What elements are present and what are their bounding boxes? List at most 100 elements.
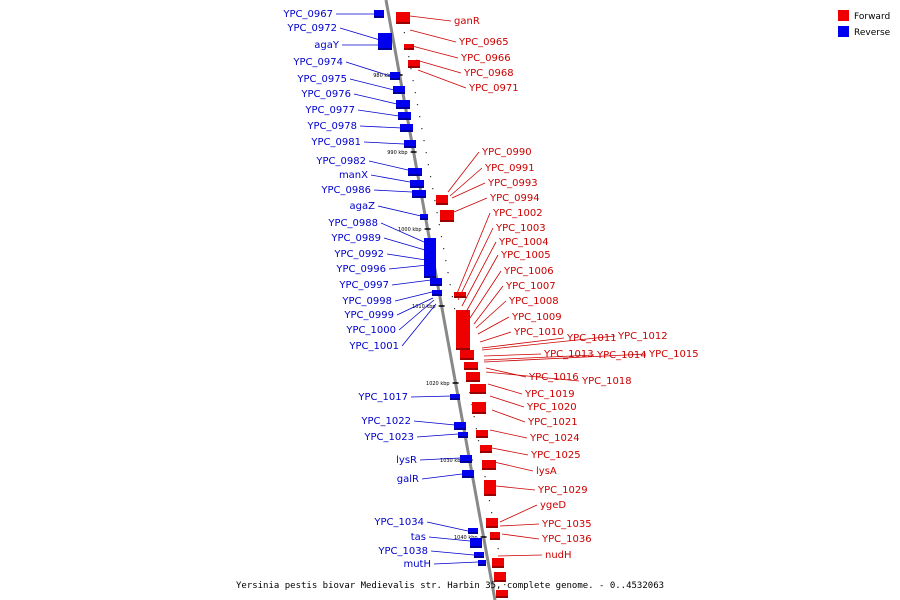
- gene-block-shadow: [492, 566, 504, 568]
- reverse-leader-line: [396, 297, 434, 316]
- legend-label: Forward: [854, 12, 890, 22]
- gene-block-shadow: [484, 494, 496, 496]
- forward-gene-label: YPC_1019: [524, 389, 575, 400]
- gene-block-shadow: [454, 296, 466, 298]
- gene-block-shadow: [496, 596, 508, 598]
- forward-leader-line: [499, 504, 538, 523]
- reverse-leader-line: [386, 253, 427, 261]
- reverse-leader-line: [380, 222, 425, 243]
- gene-block-shadow: [470, 546, 482, 548]
- forward-gene-label: YPC_1005: [500, 250, 551, 261]
- forward-gene-block: [464, 362, 478, 370]
- forward-gene-label: YPC_0991: [484, 163, 535, 174]
- axis-minor-tick: [451, 296, 453, 298]
- axis-minor-tick: [434, 200, 436, 202]
- forward-gene-block: [472, 402, 486, 414]
- forward-gene-label: YPC_1007: [505, 281, 556, 292]
- gene-block-shadow: [390, 78, 400, 80]
- axis-minor-tick: [443, 248, 445, 250]
- forward-gene-block: [486, 518, 498, 528]
- reverse-leader-line: [383, 237, 426, 251]
- reverse-gene-label: YPC_0981: [310, 137, 361, 148]
- reverse-gene-block: [408, 168, 422, 176]
- gene-block-shadow: [462, 476, 474, 478]
- forward-leader-line: [491, 409, 526, 423]
- reverse-leader-line: [428, 536, 471, 542]
- forward-gene-label: YPC_1010: [513, 327, 564, 338]
- gene-block-shadow: [450, 398, 460, 400]
- forward-leader-line: [499, 523, 540, 527]
- forward-gene-label: YPC_1002: [492, 208, 543, 219]
- forward-gene-block: [496, 590, 508, 598]
- reverse-gene-label: YPC_1034: [373, 517, 424, 528]
- forward-leader-line: [489, 429, 528, 439]
- reverse-gene-label: YPC_0977: [304, 105, 355, 116]
- forward-leader-line: [447, 151, 480, 193]
- forward-leader-line: [415, 59, 462, 74]
- forward-gene-label: YPC_1016: [528, 372, 579, 383]
- gene-block-shadow: [404, 146, 416, 148]
- forward-gene-label: YPC_1013: [543, 349, 594, 360]
- reverse-leader-line: [433, 561, 479, 565]
- reverse-leader-line: [394, 291, 433, 302]
- gene-block-shadow: [478, 564, 486, 566]
- reverse-gene-label: YPC_1017: [357, 392, 408, 403]
- forward-gene-label: YPC_1008: [508, 296, 559, 307]
- axis-minor-tick: [412, 80, 414, 82]
- reverse-gene-block: [378, 33, 392, 50]
- forward-leader-line: [409, 15, 452, 22]
- forward-leader-line: [453, 197, 488, 213]
- gene-block-shadow: [404, 48, 414, 50]
- axis-minor-tick: [440, 236, 443, 238]
- reverse-gene-block: [398, 112, 411, 120]
- gene-block-shadow: [476, 436, 488, 438]
- axis-minor-tick: [453, 308, 456, 310]
- reverse-gene-label: YPC_0986: [320, 185, 371, 196]
- gene-block-shadow: [460, 461, 472, 463]
- axis-minor-tick: [449, 284, 451, 286]
- forward-leader-line: [481, 335, 616, 351]
- reverse-gene-block: [460, 455, 472, 463]
- forward-gene-label: YPC_1018: [581, 376, 632, 387]
- reverse-gene-block: [432, 290, 442, 296]
- forward-leader-line: [473, 285, 504, 325]
- reverse-gene-label: YPC_0997: [338, 280, 389, 291]
- gene-block-shadow: [470, 392, 486, 394]
- gene-block-shadow: [472, 412, 486, 414]
- gene-block-shadow: [430, 284, 442, 286]
- forward-gene-block: [466, 372, 480, 382]
- axis-minor-tick: [410, 68, 412, 70]
- forward-leader-line: [469, 270, 502, 319]
- gene-block-shadow: [393, 92, 405, 94]
- forward-gene-label: YPC_1025: [530, 450, 581, 461]
- forward-gene-label: YPC_1006: [503, 266, 554, 277]
- forward-leader-line: [455, 212, 491, 297]
- legend-label: Reverse: [854, 28, 891, 38]
- reverse-gene-block: [412, 190, 426, 198]
- forward-leader-line: [501, 533, 540, 540]
- axis-minor-tick: [416, 104, 419, 106]
- forward-leader-line: [461, 241, 497, 307]
- gene-block-shadow: [474, 556, 484, 558]
- forward-gene-block: [480, 445, 492, 453]
- forward-gene-block: [484, 480, 496, 496]
- axis-minor-tick: [414, 92, 416, 94]
- forward-gene-block: [408, 60, 420, 68]
- forward-gene-label: YPC_1004: [498, 237, 549, 248]
- axis-minor-tick: [445, 260, 447, 262]
- axis-tick-label: 1030 kbp: [440, 458, 464, 464]
- forward-gene-label: YPC_0994: [489, 193, 540, 204]
- gene-block-shadow: [460, 358, 474, 360]
- reverse-gene-block: [478, 560, 486, 566]
- forward-leader-line: [487, 383, 523, 395]
- forward-leader-line: [493, 461, 534, 472]
- axis-minor-tick: [497, 548, 499, 550]
- reverse-leader-line: [416, 433, 459, 438]
- reverse-gene-block: [470, 538, 482, 548]
- gene-block-shadow: [400, 130, 413, 132]
- reverse-gene-block: [468, 528, 478, 534]
- forward-gene-block: [482, 460, 496, 470]
- forward-leader-line: [491, 447, 529, 456]
